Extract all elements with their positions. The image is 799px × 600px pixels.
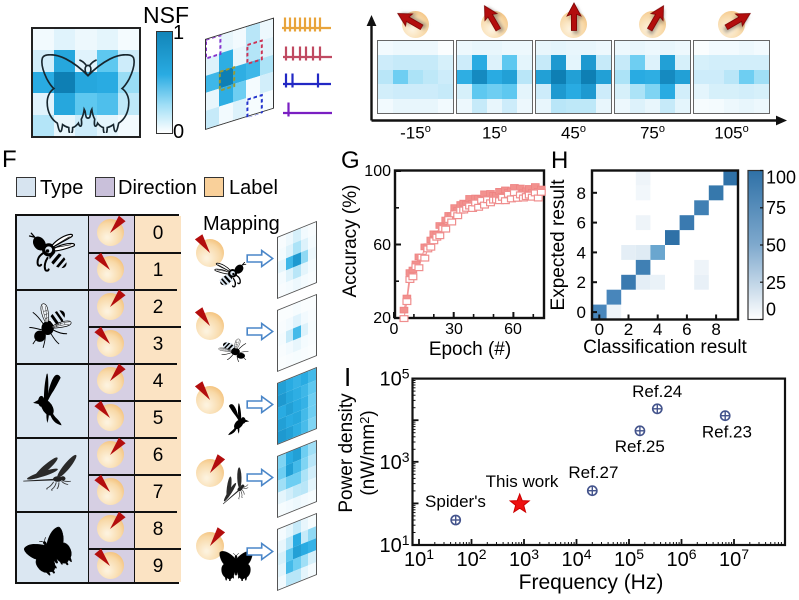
svg-text:60: 60: [373, 237, 391, 254]
svg-text:107: 107: [719, 546, 749, 571]
svg-text:0: 0: [766, 300, 776, 320]
svg-text:60: 60: [504, 321, 522, 338]
svg-text:103: 103: [379, 449, 409, 474]
svg-text:2: 2: [624, 320, 633, 339]
svg-text:6: 6: [577, 214, 586, 233]
svg-text:Power density: Power density: [336, 393, 357, 513]
svg-text:25: 25: [766, 273, 786, 293]
svg-text:0: 0: [577, 303, 586, 322]
svg-text:103: 103: [509, 546, 539, 571]
svg-text:This work: This work: [486, 472, 559, 491]
svg-text:20: 20: [373, 310, 391, 327]
svg-text:30: 30: [445, 321, 463, 338]
svg-text:102: 102: [456, 546, 486, 571]
svg-text:(nW/mm2): (nW/mm2): [357, 410, 379, 495]
svg-text:Classification result: Classification result: [583, 337, 747, 358]
svg-text:Accuracy (%): Accuracy (%): [340, 185, 361, 298]
svg-text:4: 4: [653, 320, 662, 339]
svg-text:2: 2: [577, 273, 586, 292]
svg-text:Frequency (Hz): Frequency (Hz): [519, 571, 664, 594]
svg-text:105: 105: [379, 366, 409, 391]
svg-text:105: 105: [614, 546, 644, 571]
svg-text:50: 50: [766, 236, 786, 256]
svg-text:Ref.23: Ref.23: [702, 423, 752, 442]
svg-text:100: 100: [364, 163, 391, 180]
svg-text:Spider's: Spider's: [425, 492, 486, 511]
svg-text:100: 100: [766, 168, 796, 188]
svg-text:6: 6: [682, 320, 691, 339]
svg-text:Ref.27: Ref.27: [568, 463, 618, 482]
svg-text:Epoch (#): Epoch (#): [429, 339, 511, 360]
svg-text:8: 8: [577, 184, 586, 203]
svg-text:0: 0: [595, 320, 604, 339]
svg-text:101: 101: [404, 546, 434, 571]
svg-text:Ref.24: Ref.24: [632, 382, 682, 401]
svg-text:4: 4: [577, 243, 586, 262]
svg-text:104: 104: [561, 546, 591, 571]
svg-text:Expected result: Expected result: [548, 179, 569, 311]
svg-text:Ref.25: Ref.25: [615, 437, 665, 456]
svg-text:8: 8: [711, 320, 720, 339]
svg-text:75: 75: [766, 198, 786, 218]
svg-text:0: 0: [390, 321, 399, 338]
svg-text:106: 106: [666, 546, 696, 571]
